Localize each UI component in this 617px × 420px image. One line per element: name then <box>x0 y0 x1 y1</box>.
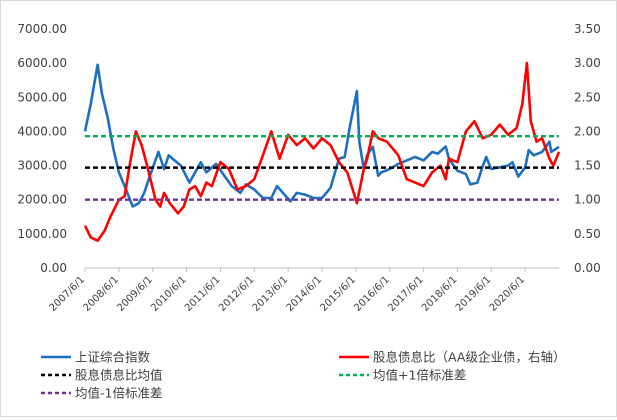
x-tick-label: 2011/6/1 <box>183 274 223 314</box>
series-1-line <box>83 63 560 208</box>
x-tick-label: 2015/6/1 <box>318 274 358 314</box>
left-axis: 0.00 1000.00 2000.00 3000.00 4000.00 5000.00 6… <box>17 22 67 275</box>
x-tick-label: 2008/6/1 <box>82 274 122 314</box>
x-tick-label: 2013/6/1 <box>251 274 291 314</box>
plot-area <box>83 61 561 242</box>
left-tick-label: 5000.00 <box>17 90 67 104</box>
left-tick-label: 2000.00 <box>17 193 67 207</box>
x-tick-label: 2007/6/1 <box>48 274 88 314</box>
legend-label-1: 上证综合指数 <box>75 350 151 365</box>
legend-label-2: 股息债息比（AA级企业债，右轴） <box>373 350 565 365</box>
left-tick-label: 3000.00 <box>17 159 67 173</box>
legend: 上证综合指数 股息债息比（AA级企业债，右轴） 股息债息比均值 均值+1倍标准差均值-… <box>41 350 565 401</box>
left-tick-label: 6000.00 <box>17 56 67 70</box>
right-tick-label: 0.00 <box>574 261 601 275</box>
right-tick-label: 0.50 <box>574 227 601 241</box>
x-tick-label: 2009/6/1 <box>115 274 155 314</box>
x-tick-label: 2014/6/1 <box>285 274 325 314</box>
series-2-line <box>83 61 561 242</box>
right-tick-label: 1.00 <box>574 193 601 207</box>
right-tick-label: 3.00 <box>574 56 601 70</box>
right-tick-label: 2.50 <box>574 90 601 104</box>
right-tick-label: 1.50 <box>574 159 601 173</box>
left-tick-label: 1000.00 <box>17 227 67 241</box>
x-tick-label: 2017/6/1 <box>386 274 426 314</box>
legend-label-4: 均值+1倍标准差 <box>373 368 466 383</box>
x-axis: 2007/6/12008/6/12009/6/12010/6/12011/6/1… <box>48 267 559 314</box>
right-tick-label: 3.50 <box>574 22 601 36</box>
x-tick-label: 2012/6/1 <box>217 274 257 314</box>
x-tick-label: 2016/6/1 <box>352 274 392 314</box>
legend-label-3: 股息债息比均值 <box>75 368 163 383</box>
left-tick-label: 4000.00 <box>17 124 67 138</box>
left-tick-label: 7000.00 <box>17 22 67 36</box>
x-tick-label: 2018/6/1 <box>420 274 460 314</box>
right-tick-label: 2.00 <box>574 124 601 138</box>
left-tick-label: 0.00 <box>40 261 67 275</box>
right-axis: 0.00 0.50 1.00 1.50 2.00 2.50 3.00 3.50 <box>574 22 601 275</box>
x-tick-label: 2020/6/1 <box>488 274 528 314</box>
x-tick-label: 2019/6/1 <box>454 274 494 314</box>
legend-label-5: 均值-1倍标准差 <box>75 386 162 401</box>
x-tick-label: 2010/6/1 <box>149 274 189 314</box>
